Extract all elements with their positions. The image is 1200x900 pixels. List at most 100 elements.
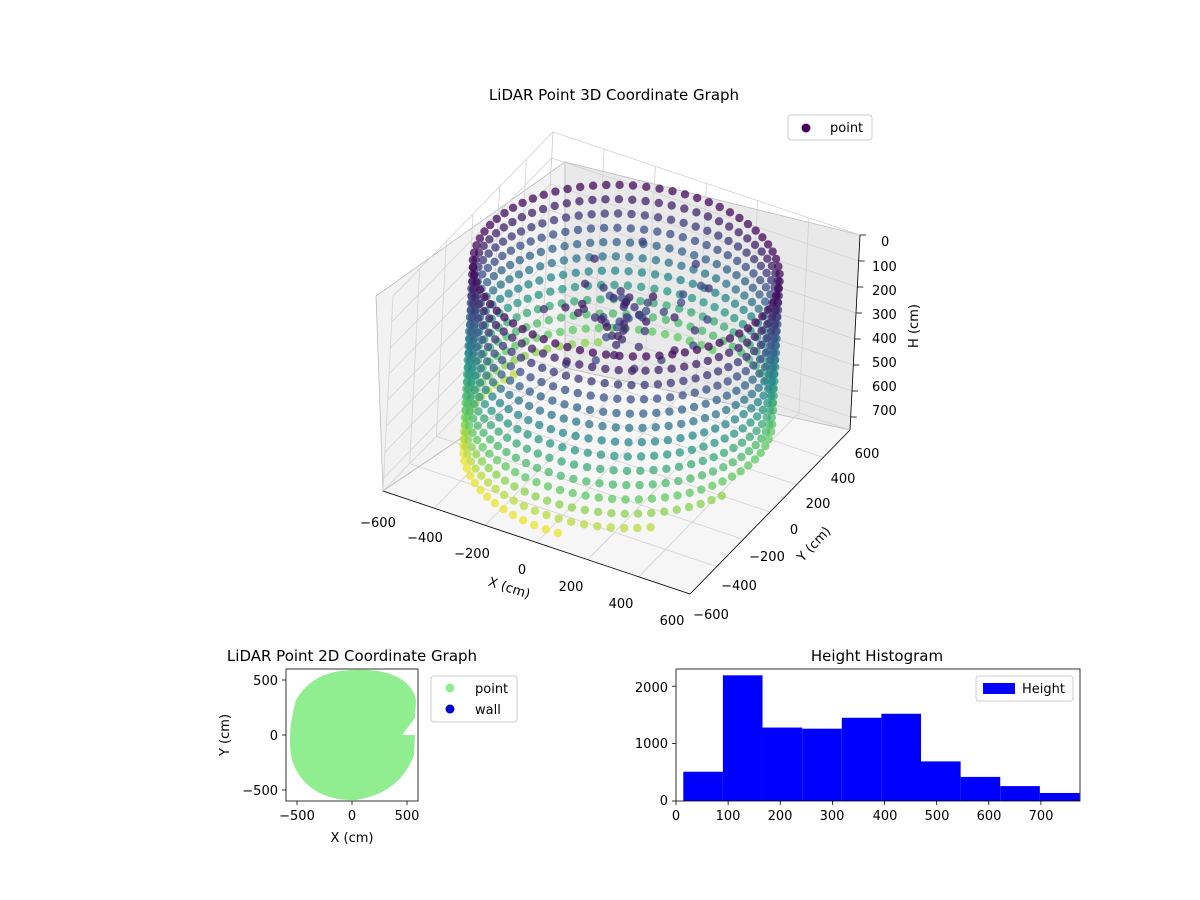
data-point [699, 443, 707, 451]
data-point [472, 241, 480, 249]
data-point [708, 482, 716, 490]
data-point [767, 327, 775, 335]
data-point [691, 326, 699, 334]
data-point [701, 414, 709, 422]
data-point [610, 452, 618, 460]
data-point [712, 410, 720, 418]
data-point [744, 461, 752, 469]
data-point [641, 211, 649, 219]
data-point [597, 315, 605, 323]
data-point [518, 325, 526, 333]
data-point [548, 396, 556, 404]
data-point [474, 314, 482, 322]
data-point [485, 314, 493, 322]
data-point [636, 297, 644, 305]
data-point [482, 371, 490, 379]
data-point [492, 229, 500, 237]
data-point [490, 364, 498, 372]
x-tick-label: 600 [660, 614, 685, 629]
data-point [484, 343, 492, 351]
data-point [534, 435, 542, 443]
data-point [578, 300, 586, 308]
data-point [585, 267, 593, 275]
data-point [515, 270, 523, 278]
z-tick-label: 0 [881, 235, 889, 250]
data-point [703, 227, 711, 235]
data-point [547, 425, 555, 433]
data-point [599, 284, 607, 292]
data-point [739, 306, 747, 314]
data-point [686, 474, 694, 482]
data-point [528, 345, 536, 353]
data-point [760, 377, 768, 385]
data-point [554, 529, 562, 537]
data-point [679, 219, 687, 227]
data-point [764, 385, 772, 393]
data-point [686, 489, 694, 497]
data-point [721, 434, 729, 442]
data-point [691, 237, 699, 245]
data-point [480, 307, 488, 315]
legend-label-point: point [475, 682, 508, 697]
data-point [728, 472, 736, 480]
data-point [608, 495, 616, 503]
data-point [742, 263, 750, 271]
chart-3d: LiDAR Point 3D Coordinate Graph −600 −40… [360, 86, 922, 629]
data-point [713, 246, 721, 254]
data-point [744, 220, 752, 228]
data-point [518, 213, 526, 221]
data-point [561, 228, 569, 236]
data-point [612, 409, 620, 417]
data-point [478, 457, 486, 465]
data-point [557, 472, 565, 480]
x-tick-label: 500 [925, 809, 950, 824]
data-point [757, 327, 765, 335]
data-point [687, 308, 695, 316]
data-point [507, 247, 515, 255]
data-point [729, 458, 737, 466]
histogram-bar [723, 675, 763, 801]
data-point [587, 377, 595, 385]
data-point [763, 320, 771, 328]
data-point [580, 520, 588, 528]
data-point [504, 304, 512, 312]
data-point [720, 323, 728, 331]
data-point [693, 346, 701, 354]
data-point [545, 316, 553, 324]
data-point [732, 271, 740, 279]
data-point [637, 283, 645, 291]
data-point [582, 325, 590, 333]
data-point [698, 471, 706, 479]
y-axis-label-3d: Y (cm) [794, 524, 834, 566]
data-point [486, 300, 494, 308]
data-point [734, 358, 742, 366]
data-point [467, 378, 475, 386]
data-point [655, 199, 663, 207]
data-point [663, 450, 671, 458]
data-point [721, 308, 729, 316]
data-point [621, 495, 629, 503]
data-point [537, 392, 545, 400]
data-point [601, 195, 609, 203]
data-point [517, 354, 525, 362]
data-point [538, 364, 546, 372]
data-point [688, 431, 696, 439]
data-point [642, 352, 650, 360]
data-point [477, 472, 485, 480]
data-point [731, 300, 739, 308]
data-point [677, 420, 685, 428]
x-tick-label: 0 [348, 809, 356, 824]
data-point [574, 226, 582, 234]
y-ticks-2d [282, 680, 286, 790]
data-point [641, 197, 649, 205]
chart-2d: LiDAR Point 2D Coordinate Graph −500 0 5… [218, 647, 517, 846]
data-point [665, 244, 673, 252]
data-point [743, 338, 751, 346]
data-point [732, 285, 740, 293]
x-axis-label-3d: X (cm) [486, 575, 532, 603]
data-point [571, 446, 579, 454]
data-point [473, 329, 481, 337]
data-point [766, 356, 774, 364]
data-point [624, 438, 632, 446]
data-point [493, 215, 501, 223]
